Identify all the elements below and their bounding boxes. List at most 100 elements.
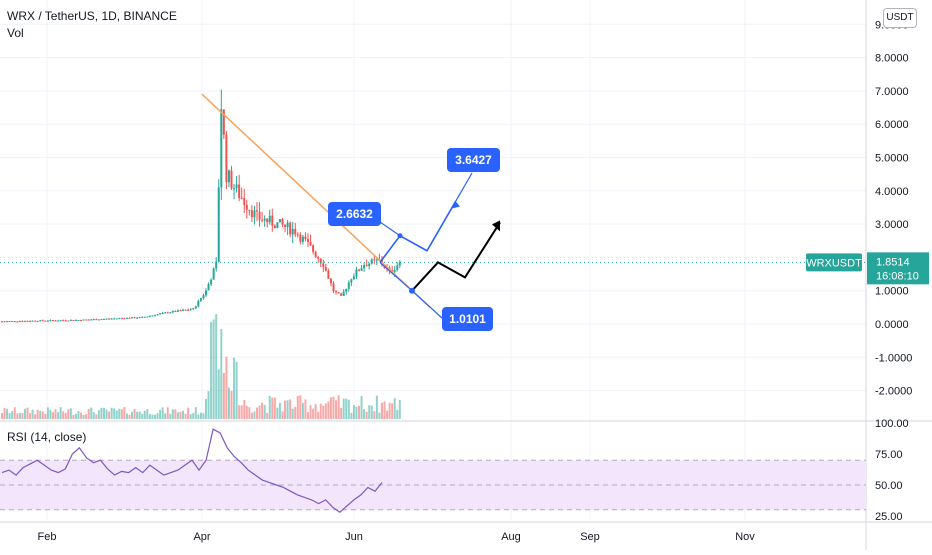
volume-bar (220, 329, 223, 419)
volume-bar (291, 408, 294, 419)
volume-bar (131, 411, 134, 419)
candle-body (225, 134, 228, 183)
price-tick-label: -2.0000 (875, 386, 912, 398)
candle-body (31, 320, 34, 322)
time-tick-label: Apr (193, 531, 210, 543)
price-tick-label: 8.0000 (875, 53, 909, 65)
volume-bar (3, 407, 6, 419)
callout-connector-3b (411, 290, 443, 319)
candle-body (227, 170, 230, 183)
candle-body (82, 319, 85, 321)
volume-bar (393, 398, 396, 419)
volume-bar (138, 411, 141, 419)
volume-bar (136, 411, 139, 419)
candle-body (62, 320, 65, 322)
volume-bar (335, 400, 338, 419)
volume-bar (72, 414, 75, 419)
rsi-label: RSI (14, close) (7, 430, 87, 444)
volume-bar (370, 405, 373, 419)
candle-body (340, 293, 343, 296)
candle-body (34, 320, 37, 322)
candle-body (314, 251, 317, 257)
time-tick-label: Sep (580, 531, 600, 543)
price-tick-label: 6.0000 (875, 119, 909, 131)
candle-body (286, 222, 289, 228)
volume-bar (240, 405, 243, 419)
volume-bar (92, 412, 95, 419)
volume-bar (309, 405, 312, 419)
volume-bar (340, 407, 343, 419)
volume-bar (97, 410, 100, 419)
candle-body (281, 219, 284, 225)
volume-bar (375, 395, 378, 419)
volume-bar (26, 407, 29, 419)
candle-body (72, 319, 75, 321)
callout-connector-3a (379, 261, 413, 292)
volume-bar (176, 412, 179, 419)
candle-body (393, 270, 396, 272)
candle-body (100, 319, 103, 321)
candle-body (161, 312, 164, 314)
volume-bar (128, 414, 131, 419)
volume-bar (74, 413, 77, 419)
rsi-line (1, 428, 383, 514)
rsi-tick-label: 100.00 (875, 418, 909, 430)
volume-bar (227, 387, 230, 419)
candle-body (169, 312, 172, 314)
candle-body (182, 309, 185, 311)
volume-bar (90, 407, 93, 419)
projection-blue (379, 202, 456, 263)
candle-body (347, 282, 350, 289)
candle-body (197, 300, 200, 307)
candle-body (368, 263, 371, 267)
candle-body (46, 320, 49, 322)
candle-body (18, 321, 21, 323)
volume-bar (380, 402, 383, 419)
volume-bar (202, 413, 205, 419)
rsi-tick-label: 50.00 (875, 480, 903, 492)
candle-body (363, 265, 366, 269)
candle-body (156, 314, 159, 316)
volume-bar (281, 411, 284, 419)
candle-body (322, 263, 325, 268)
volume-bar (64, 412, 67, 419)
projection-blue-arrow (452, 200, 460, 209)
volume-bar (174, 409, 177, 419)
volume-bar (29, 413, 32, 419)
candle-body (69, 319, 72, 321)
candle-body (304, 236, 307, 240)
volume-bar (271, 397, 274, 419)
candle-body (108, 318, 111, 320)
volume-bar (194, 407, 197, 419)
candle-body (245, 204, 248, 210)
volume-bar (182, 410, 185, 419)
volume-bar (103, 407, 105, 419)
volume-bar (23, 408, 26, 419)
candle-body (159, 313, 162, 315)
candle-body (296, 234, 299, 236)
candle-body (373, 259, 376, 261)
candle-body (342, 291, 345, 296)
volume-bar (54, 409, 57, 419)
candle-body (113, 318, 116, 320)
volume-bar (358, 405, 360, 419)
candle-body (324, 267, 327, 271)
candle-body (248, 209, 251, 211)
volume-bar (207, 391, 210, 419)
volume-bar (263, 404, 266, 419)
price-tag (867, 252, 929, 285)
candle-body (36, 321, 39, 323)
candle-body (39, 320, 42, 322)
candle-body (207, 284, 210, 291)
candle-body (355, 269, 358, 277)
currency-button[interactable]: USDT (883, 8, 917, 28)
candle-body (375, 259, 378, 261)
volume-bar (18, 412, 21, 419)
candle-body (284, 224, 287, 228)
volume-bar (187, 407, 190, 419)
candle-body (230, 170, 233, 189)
price-tick-label: 5.0000 (875, 153, 909, 165)
candle-body (266, 218, 269, 223)
